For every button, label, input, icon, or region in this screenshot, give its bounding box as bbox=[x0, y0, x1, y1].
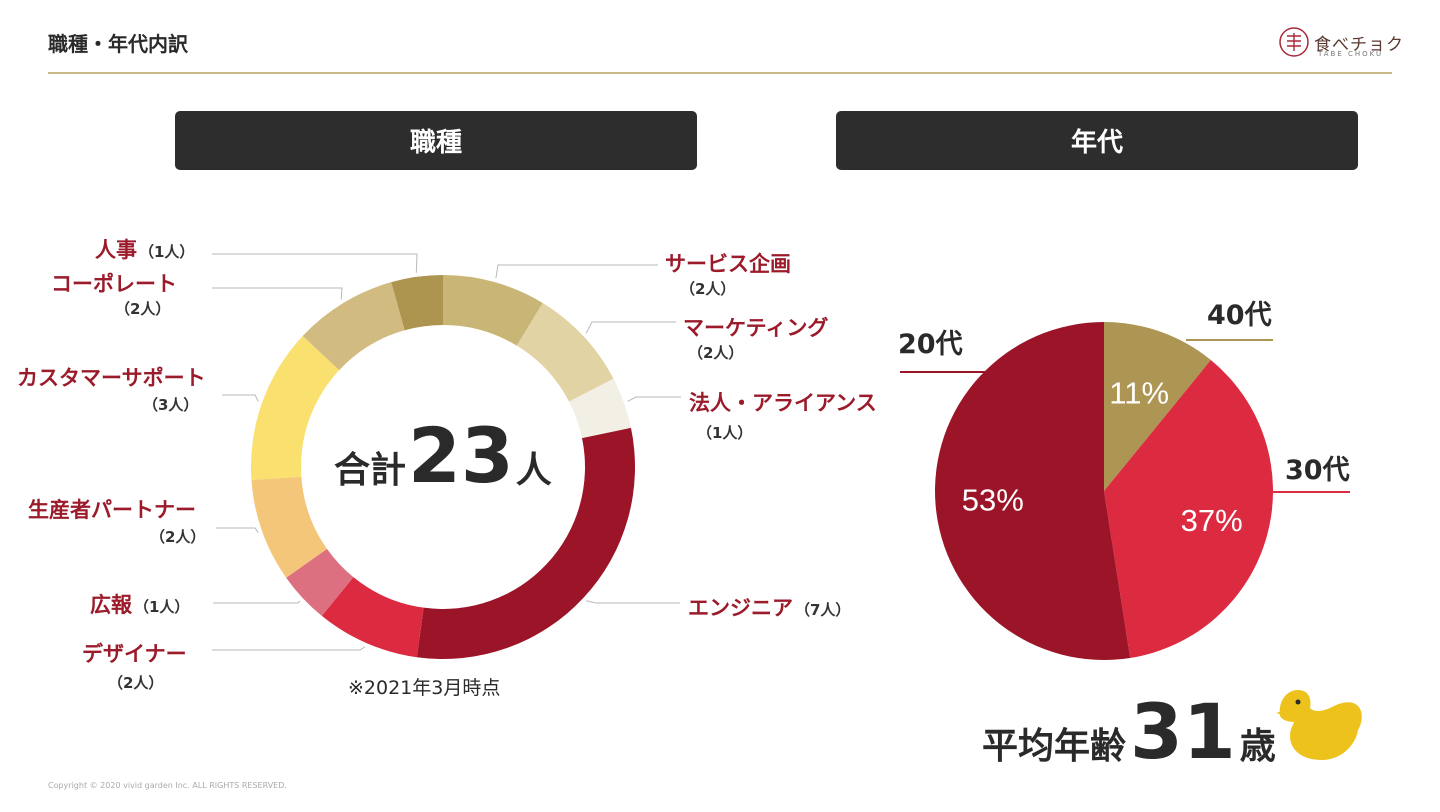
job-count-pr: （1人） bbox=[134, 598, 190, 616]
job-label-hr: 人事 （1人） bbox=[95, 234, 194, 264]
donut-slice-0 bbox=[443, 275, 543, 346]
leader-line-0 bbox=[495, 264, 658, 279]
pie-value-label-1: 37% bbox=[1181, 503, 1243, 538]
page-title: 職種・年代内訳 bbox=[48, 32, 188, 56]
job-label-engineer: エンジニア （7人） bbox=[688, 592, 850, 622]
donut-slice-7 bbox=[251, 335, 340, 481]
avg-value: 31 bbox=[1130, 687, 1236, 776]
donut-slice-6 bbox=[251, 476, 327, 578]
job-label-marketing: マーケティング bbox=[683, 316, 829, 340]
donut-slice-9 bbox=[391, 275, 443, 331]
pie-slice-2 bbox=[935, 321, 1131, 660]
job-count-marketing: （2人） bbox=[688, 344, 744, 362]
leader-line-7 bbox=[222, 394, 259, 402]
donut-slice-4 bbox=[321, 577, 424, 658]
header-divider bbox=[48, 72, 1392, 74]
age-label-40s: 40代 bbox=[1207, 300, 1272, 331]
logo-subtext: TABE CHOKU bbox=[1318, 50, 1384, 58]
leader-line-4 bbox=[212, 646, 366, 651]
leader-line-5 bbox=[213, 600, 301, 604]
job-count-designer: （2人） bbox=[108, 674, 164, 692]
pie-value-label-0: 11% bbox=[1109, 375, 1169, 410]
leader-line-1 bbox=[585, 321, 676, 334]
pie-slice-1 bbox=[1104, 360, 1273, 658]
avg-prefix: 平均年齢 bbox=[982, 726, 1127, 767]
job-label-pr: 広報 （1人） bbox=[90, 589, 189, 619]
leader-line-2 bbox=[627, 396, 681, 402]
job-count-corporate: （2人） bbox=[115, 300, 171, 318]
job-label-customer-support: カスタマーサポート bbox=[17, 366, 206, 390]
job-section-header: 職種 bbox=[175, 111, 697, 170]
leader-line-3 bbox=[586, 600, 680, 604]
age-label-20s: 20代 bbox=[898, 329, 963, 360]
leader-line-8 bbox=[212, 287, 343, 300]
job-label-hr-text: 人事 bbox=[95, 238, 137, 262]
job-label-producer-partner: 生産者パートナー bbox=[28, 498, 196, 522]
age-label-30s: 30代 bbox=[1285, 455, 1350, 486]
job-label-corporate: コーポレート bbox=[51, 272, 177, 296]
job-label-designer: デザイナー bbox=[82, 642, 187, 666]
donut-slice-2 bbox=[569, 378, 631, 439]
pie-value-label-2: 53% bbox=[962, 483, 1024, 518]
logo-text: 食べチョク bbox=[1314, 35, 1404, 55]
job-count-engineer: （7人） bbox=[795, 601, 851, 619]
job-label-alliance: 法人・アライアンス bbox=[689, 391, 877, 415]
job-label-pr-text: 広報 bbox=[90, 593, 132, 617]
avg-unit: 歳 bbox=[1239, 726, 1276, 767]
donut-slice-8 bbox=[302, 282, 405, 371]
total-headcount: 合計 23 人 bbox=[334, 418, 552, 498]
job-count-hr: （1人） bbox=[139, 243, 195, 261]
job-count-alliance: （1人） bbox=[697, 424, 753, 442]
job-count-producer-partner: （2人） bbox=[150, 528, 206, 546]
age-section-header: 年代 bbox=[836, 111, 1358, 170]
chick-mascot-icon bbox=[1276, 690, 1362, 760]
donut-slice-1 bbox=[516, 302, 614, 402]
leader-line-6 bbox=[216, 527, 259, 533]
donut-slice-3 bbox=[416, 427, 635, 660]
donut-slice-5 bbox=[286, 548, 354, 616]
job-count-service-planning: （2人） bbox=[680, 280, 736, 298]
total-unit: 人 bbox=[515, 450, 552, 491]
average-age: 平均年齢 31 歳 bbox=[982, 694, 1276, 770]
brand-logo: 食べチョク TABE CHOKU bbox=[1278, 26, 1403, 66]
total-prefix: 合計 bbox=[334, 450, 407, 491]
job-label-service-planning: サービス企画 bbox=[665, 252, 791, 276]
copyright-text: Copyright © 2020 vivid garden Inc. ALL R… bbox=[48, 781, 287, 790]
job-label-engineer-text: エンジニア bbox=[688, 596, 793, 620]
as-of-note: ※2021年3月時点 bbox=[348, 677, 501, 699]
leader-line-9 bbox=[212, 253, 418, 273]
logo-mark-icon bbox=[1279, 27, 1309, 57]
pie-slice-0 bbox=[1104, 322, 1211, 491]
job-count-customer-support: （3人） bbox=[143, 396, 199, 414]
total-value: 23 bbox=[408, 411, 514, 500]
